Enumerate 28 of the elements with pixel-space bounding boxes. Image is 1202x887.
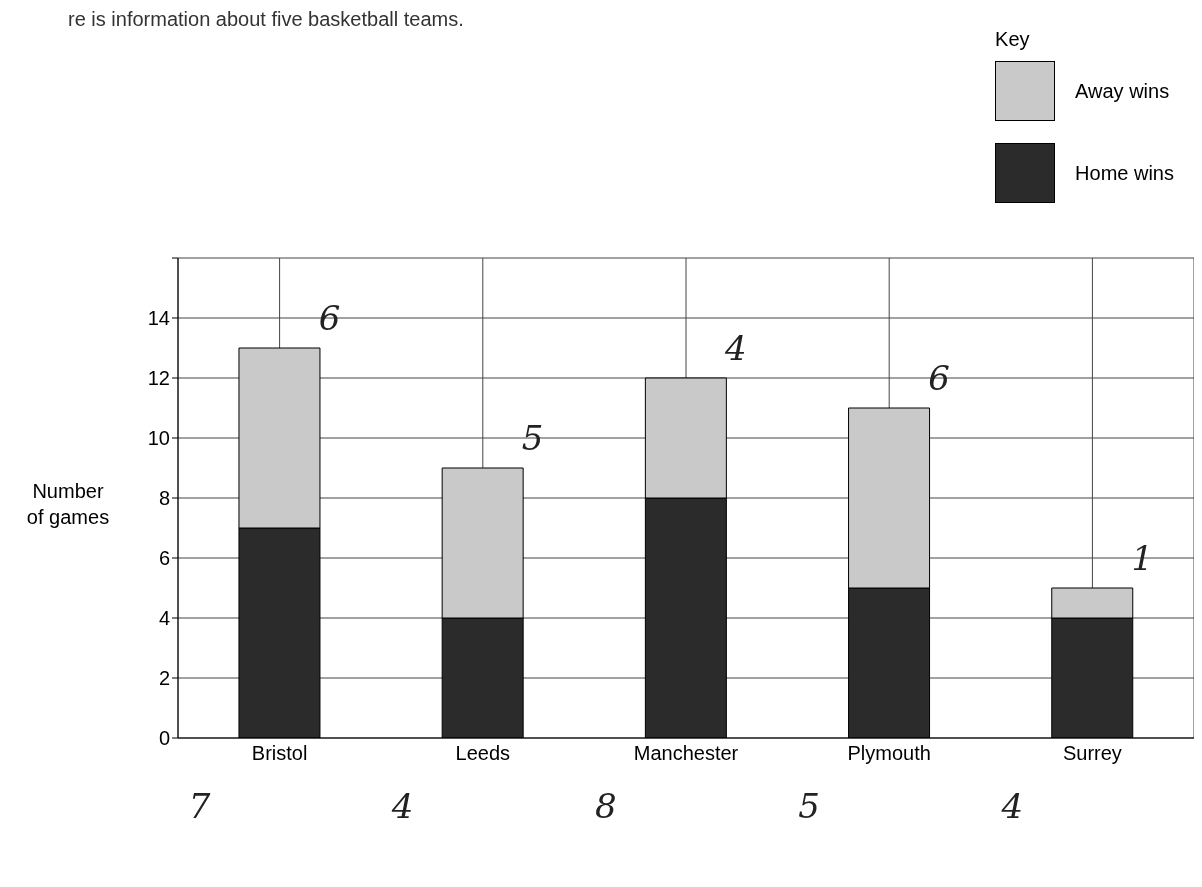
data-label: 5 [798, 786, 820, 826]
x-tick-label: Bristol [251, 742, 308, 765]
data-label: 8 [595, 786, 617, 826]
text: Home wins [1075, 161, 1174, 185]
data-label: 4 [724, 328, 747, 368]
y-tick-label: 6 [158, 547, 170, 570]
y-axis-title: Number of games [26, 480, 110, 528]
x-tick-label: Plymouth [847, 742, 931, 765]
data-label: 7 [188, 786, 211, 826]
y-tick-label: 4 [158, 607, 170, 630]
data-label: 6 [318, 298, 341, 338]
y-tick-label: 2 [158, 667, 170, 690]
y-tick-label: 8 [158, 487, 170, 510]
legend-title: Key [995, 28, 1031, 51]
data-label: 4 [390, 786, 414, 826]
data-label: 4 [1000, 786, 1024, 826]
data-label: 6 [928, 358, 950, 398]
x-tick-label: Leeds [455, 742, 511, 765]
data-label: 5 [521, 418, 544, 458]
chart-title: re is information about five basketball teams. [68, 8, 464, 31]
text: Away wins [1075, 79, 1170, 103]
x-tick-label: Surrey [1062, 742, 1122, 765]
y-tick-label: 10 [147, 427, 170, 450]
data-label: 1 [1131, 538, 1154, 578]
y-tick-label: 0 [158, 727, 170, 750]
y-tick-label: 12 [147, 367, 170, 390]
y-tick-label: 14 [147, 307, 170, 330]
x-tick-label: Manchester [633, 742, 739, 765]
